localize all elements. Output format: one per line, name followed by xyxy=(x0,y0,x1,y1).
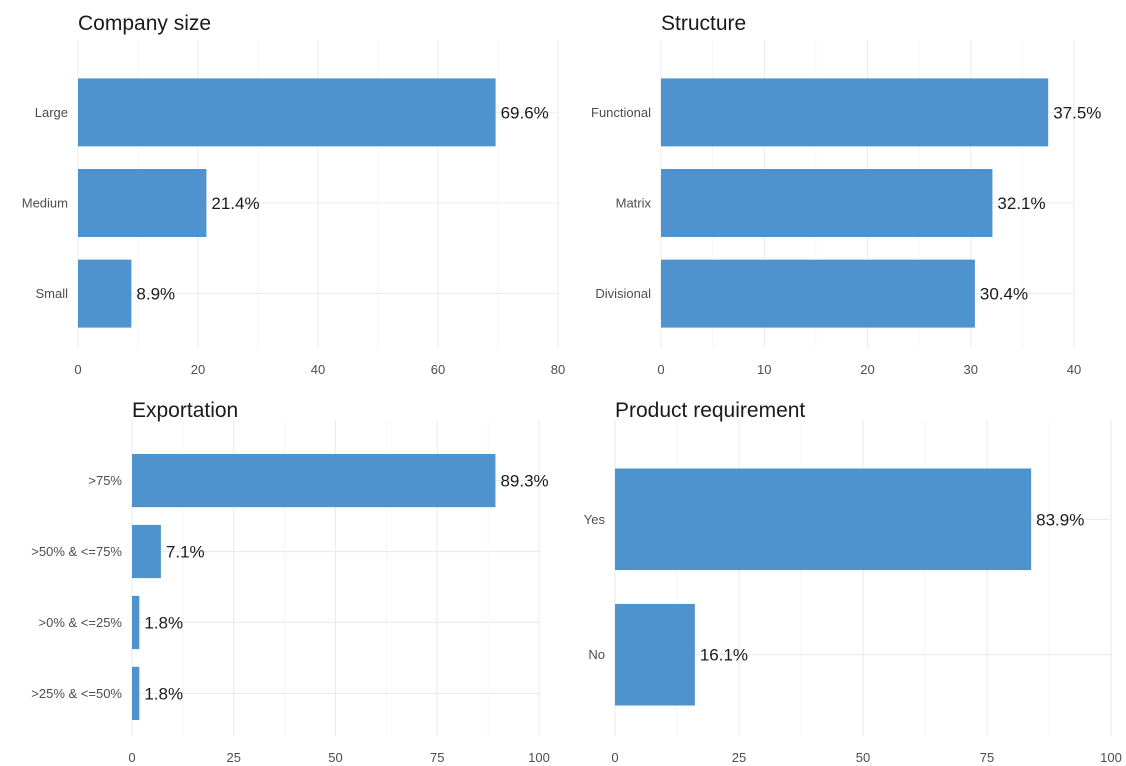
panel-title: Company size xyxy=(78,12,211,35)
x-tick-label: 50 xyxy=(856,750,870,765)
data-label: 30.4% xyxy=(980,285,1028,304)
bar xyxy=(132,666,140,721)
x-tick-label: 60 xyxy=(431,362,445,377)
x-tick-label: 0 xyxy=(74,362,81,377)
x-tick-label: 40 xyxy=(311,362,325,377)
x-tick-label: 40 xyxy=(1067,362,1081,377)
category-label: Medium xyxy=(22,196,68,211)
data-label: 83.9% xyxy=(1036,510,1084,529)
bar xyxy=(661,78,1049,147)
bar xyxy=(615,468,1032,571)
x-tick-label: 0 xyxy=(657,362,664,377)
category-label: Small xyxy=(35,286,68,301)
x-tick-label: 0 xyxy=(611,750,618,765)
category-label: Large xyxy=(35,105,68,120)
bar xyxy=(615,603,695,706)
bar xyxy=(78,259,132,328)
bar xyxy=(132,453,496,508)
panel-title: Structure xyxy=(661,12,746,35)
bar xyxy=(78,78,496,147)
data-label: 89.3% xyxy=(500,472,548,491)
data-label: 37.5% xyxy=(1053,103,1101,122)
x-tick-label: 10 xyxy=(757,362,771,377)
x-tick-label: 75 xyxy=(430,750,444,765)
x-tick-label: 20 xyxy=(191,362,205,377)
chart-panel-4: Product requirement Yes 83.9% No 16.1% 0 25 50 7… xyxy=(584,399,1122,765)
category-label: Functional xyxy=(591,105,651,120)
data-label: 69.6% xyxy=(501,103,549,122)
x-tick-label: 20 xyxy=(860,362,874,377)
bar xyxy=(132,524,161,579)
data-label: 1.8% xyxy=(144,684,183,703)
category-label: >50% & <=75% xyxy=(31,544,122,559)
bar xyxy=(132,595,140,650)
data-label: 8.9% xyxy=(136,285,175,304)
x-tick-label: 75 xyxy=(980,750,994,765)
bar xyxy=(661,259,975,328)
category-label: >0% & <=25% xyxy=(39,615,123,630)
chart-panel-1: Company size Large 69.6% Medium 21.4% Small 8.… xyxy=(22,12,565,377)
category-label: >25% & <=50% xyxy=(31,686,122,701)
bar xyxy=(78,169,207,237)
x-tick-label: 30 xyxy=(964,362,978,377)
data-label: 32.1% xyxy=(997,194,1045,213)
category-label: >75% xyxy=(88,473,122,488)
category-label: Yes xyxy=(584,512,606,527)
x-tick-label: 0 xyxy=(128,750,135,765)
data-label: 21.4% xyxy=(211,194,259,213)
panel-title: Exportation xyxy=(132,399,238,422)
x-tick-label: 100 xyxy=(1100,750,1122,765)
panel-title: Product requirement xyxy=(615,399,805,422)
category-label: Matrix xyxy=(616,196,652,211)
x-tick-label: 50 xyxy=(328,750,342,765)
data-label: 7.1% xyxy=(166,543,205,562)
category-label: Divisional xyxy=(595,286,651,301)
category-label: No xyxy=(588,647,605,662)
data-label: 1.8% xyxy=(144,613,183,632)
x-tick-label: 25 xyxy=(227,750,241,765)
bar xyxy=(661,169,993,237)
data-label: 16.1% xyxy=(700,646,748,665)
x-tick-label: 80 xyxy=(551,362,565,377)
x-tick-label: 25 xyxy=(732,750,746,765)
chart-panel-2: Structure Functional 37.5% Matrix 32.1% Divis… xyxy=(591,12,1101,377)
chart-panel-3: Exportation >75% 89.3% >50% & <=75% 7.1% >0% … xyxy=(31,399,550,765)
x-tick-label: 100 xyxy=(528,750,550,765)
